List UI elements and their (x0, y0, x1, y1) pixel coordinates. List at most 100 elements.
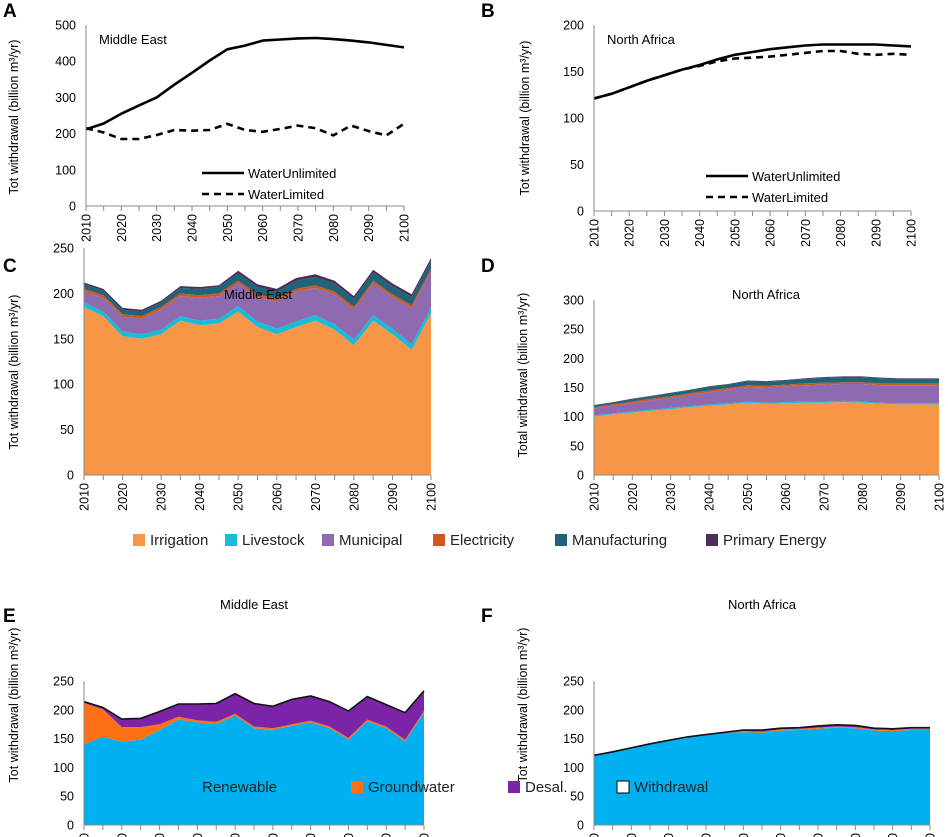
x-tick-label: 2070 (309, 483, 323, 511)
x-tick-label: 2030 (150, 214, 164, 242)
y-tick-label: 100 (563, 761, 584, 775)
chart-title: Middle East (220, 597, 288, 612)
y-tick-label: 100 (563, 410, 584, 424)
legend-swatch (433, 534, 445, 546)
x-tick-label: 2030 (664, 483, 678, 511)
panel-letter: B (481, 1, 495, 22)
x-tick-label: 2010 (588, 833, 602, 837)
legend-swatch (706, 534, 718, 546)
chart-title: North Africa (732, 287, 801, 302)
x-tick-label: 2100 (905, 219, 919, 247)
series-water-limited (85, 122, 405, 141)
y-tick-label: 200 (563, 19, 584, 33)
x-tick-label: 2050 (221, 214, 235, 242)
y-tick-label: 0 (67, 469, 74, 483)
x-tick-label: 2060 (266, 833, 280, 837)
y-tick-label: 50 (570, 158, 584, 172)
x-tick-label: 2010 (80, 214, 94, 242)
x-tick-label: 2080 (834, 219, 848, 247)
x-tick-label: 2020 (115, 214, 129, 242)
area-municipal (84, 271, 431, 345)
legend-swatch (133, 534, 145, 546)
legend-label: Groundwater (368, 779, 455, 796)
x-tick-label: 2090 (380, 833, 394, 837)
x-tick-label: 2060 (256, 214, 270, 242)
x-tick-label: 2040 (186, 214, 200, 242)
x-tick-label: 2100 (924, 833, 938, 837)
x-tick-label: 2050 (737, 833, 751, 837)
y-tick-label: 200 (563, 703, 584, 717)
y-axis-label: Tot withdrawal (billion m³/yr) (7, 40, 21, 195)
series-water-unlimited (85, 36, 405, 131)
legend-swatch (225, 534, 237, 546)
x-tick-label: 2010 (588, 483, 602, 511)
x-tick-label: 2090 (869, 219, 883, 247)
x-tick-label: 2080 (347, 483, 361, 511)
x-tick-label: 2050 (728, 219, 742, 247)
y-tick-label: 200 (563, 352, 584, 366)
area-electricity (594, 382, 939, 409)
x-tick-label: 2090 (886, 833, 900, 837)
y-tick-label: 50 (60, 790, 74, 804)
legend-label: Renewable (202, 779, 277, 796)
x-tick-label: 2050 (232, 483, 246, 511)
chart-title: North Africa (607, 32, 676, 47)
y-tick-label: 100 (53, 761, 74, 775)
x-tick-label: 2040 (700, 833, 714, 837)
y-tick-label: 100 (53, 378, 74, 392)
x-tick-label: 2100 (425, 483, 439, 511)
panel-letter: E (3, 606, 16, 627)
legend-label: Irrigation (150, 532, 208, 549)
y-tick-label: 250 (53, 242, 74, 256)
area-desal (84, 690, 424, 740)
x-tick-label: 2050 (229, 833, 243, 837)
y-axis-label: Total withdrawal (billion m³/yr) (516, 293, 530, 458)
y-tick-label: 200 (55, 127, 76, 141)
y-tick-label: 0 (577, 469, 584, 483)
y-tick-label: 100 (55, 163, 76, 177)
legend-swatch (351, 781, 363, 793)
x-tick-label: 2070 (818, 483, 832, 511)
x-tick-label: 2020 (623, 219, 637, 247)
x-tick-label: 2020 (626, 483, 640, 511)
x-tick-label: 2010 (78, 483, 92, 511)
x-tick-label: 2040 (703, 483, 717, 511)
y-tick-label: 250 (53, 675, 74, 689)
y-tick-label: 400 (55, 55, 76, 69)
x-tick-label: 2090 (386, 483, 400, 511)
x-tick-label: 2100 (933, 483, 947, 511)
y-tick-label: 50 (570, 439, 584, 453)
legend-swatch (555, 534, 567, 546)
x-tick-label: 2100 (398, 214, 412, 242)
y-tick-label: 250 (563, 675, 584, 689)
area-livestock (594, 400, 939, 417)
x-tick-label: 2080 (856, 483, 870, 511)
panel-letter: F (481, 606, 493, 627)
y-tick-label: 200 (53, 287, 74, 301)
x-tick-label: 2070 (304, 833, 318, 837)
area-manufacturing (594, 377, 939, 408)
legend-swatch (616, 780, 630, 794)
chart-c: C 0 50 100 150 200 250 2010 2020 2030 2040 2050 2060… (3, 242, 439, 511)
x-tick-label: 2070 (292, 214, 306, 242)
y-axis-label: Tot withdrawal (billion m³/yr) (518, 41, 532, 196)
chart-b: B 0 50 100 150 200 2010 2020 2030 2040 2050 2060 207… (481, 1, 919, 247)
x-tick-label: 2080 (849, 833, 863, 837)
area-renewable (594, 727, 930, 825)
chart-title: Middle East (224, 287, 292, 302)
x-tick-label: 2070 (812, 833, 826, 837)
chart-a: A 0 100 200 300 400 500 2010 2020 2030 2040 2050 206… (3, 1, 412, 242)
x-tick-label: 2100 (418, 833, 432, 837)
area-desal (594, 724, 930, 756)
legend-label: WaterLimited (248, 187, 324, 202)
x-tick-label: 2050 (741, 483, 755, 511)
y-tick-label: 200 (53, 703, 74, 717)
legend-label: Manufacturing (572, 532, 667, 549)
x-tick-label: 2010 (588, 219, 602, 247)
y-tick-label: 150 (53, 732, 74, 746)
y-tick-label: 250 (563, 323, 584, 337)
withdrawal-line (593, 723, 930, 757)
y-axis-label: Tot withdrawal (billion m³/yr) (516, 628, 530, 783)
x-tick-label: 2030 (155, 483, 169, 511)
legend-label: WaterUnlimited (248, 166, 336, 181)
